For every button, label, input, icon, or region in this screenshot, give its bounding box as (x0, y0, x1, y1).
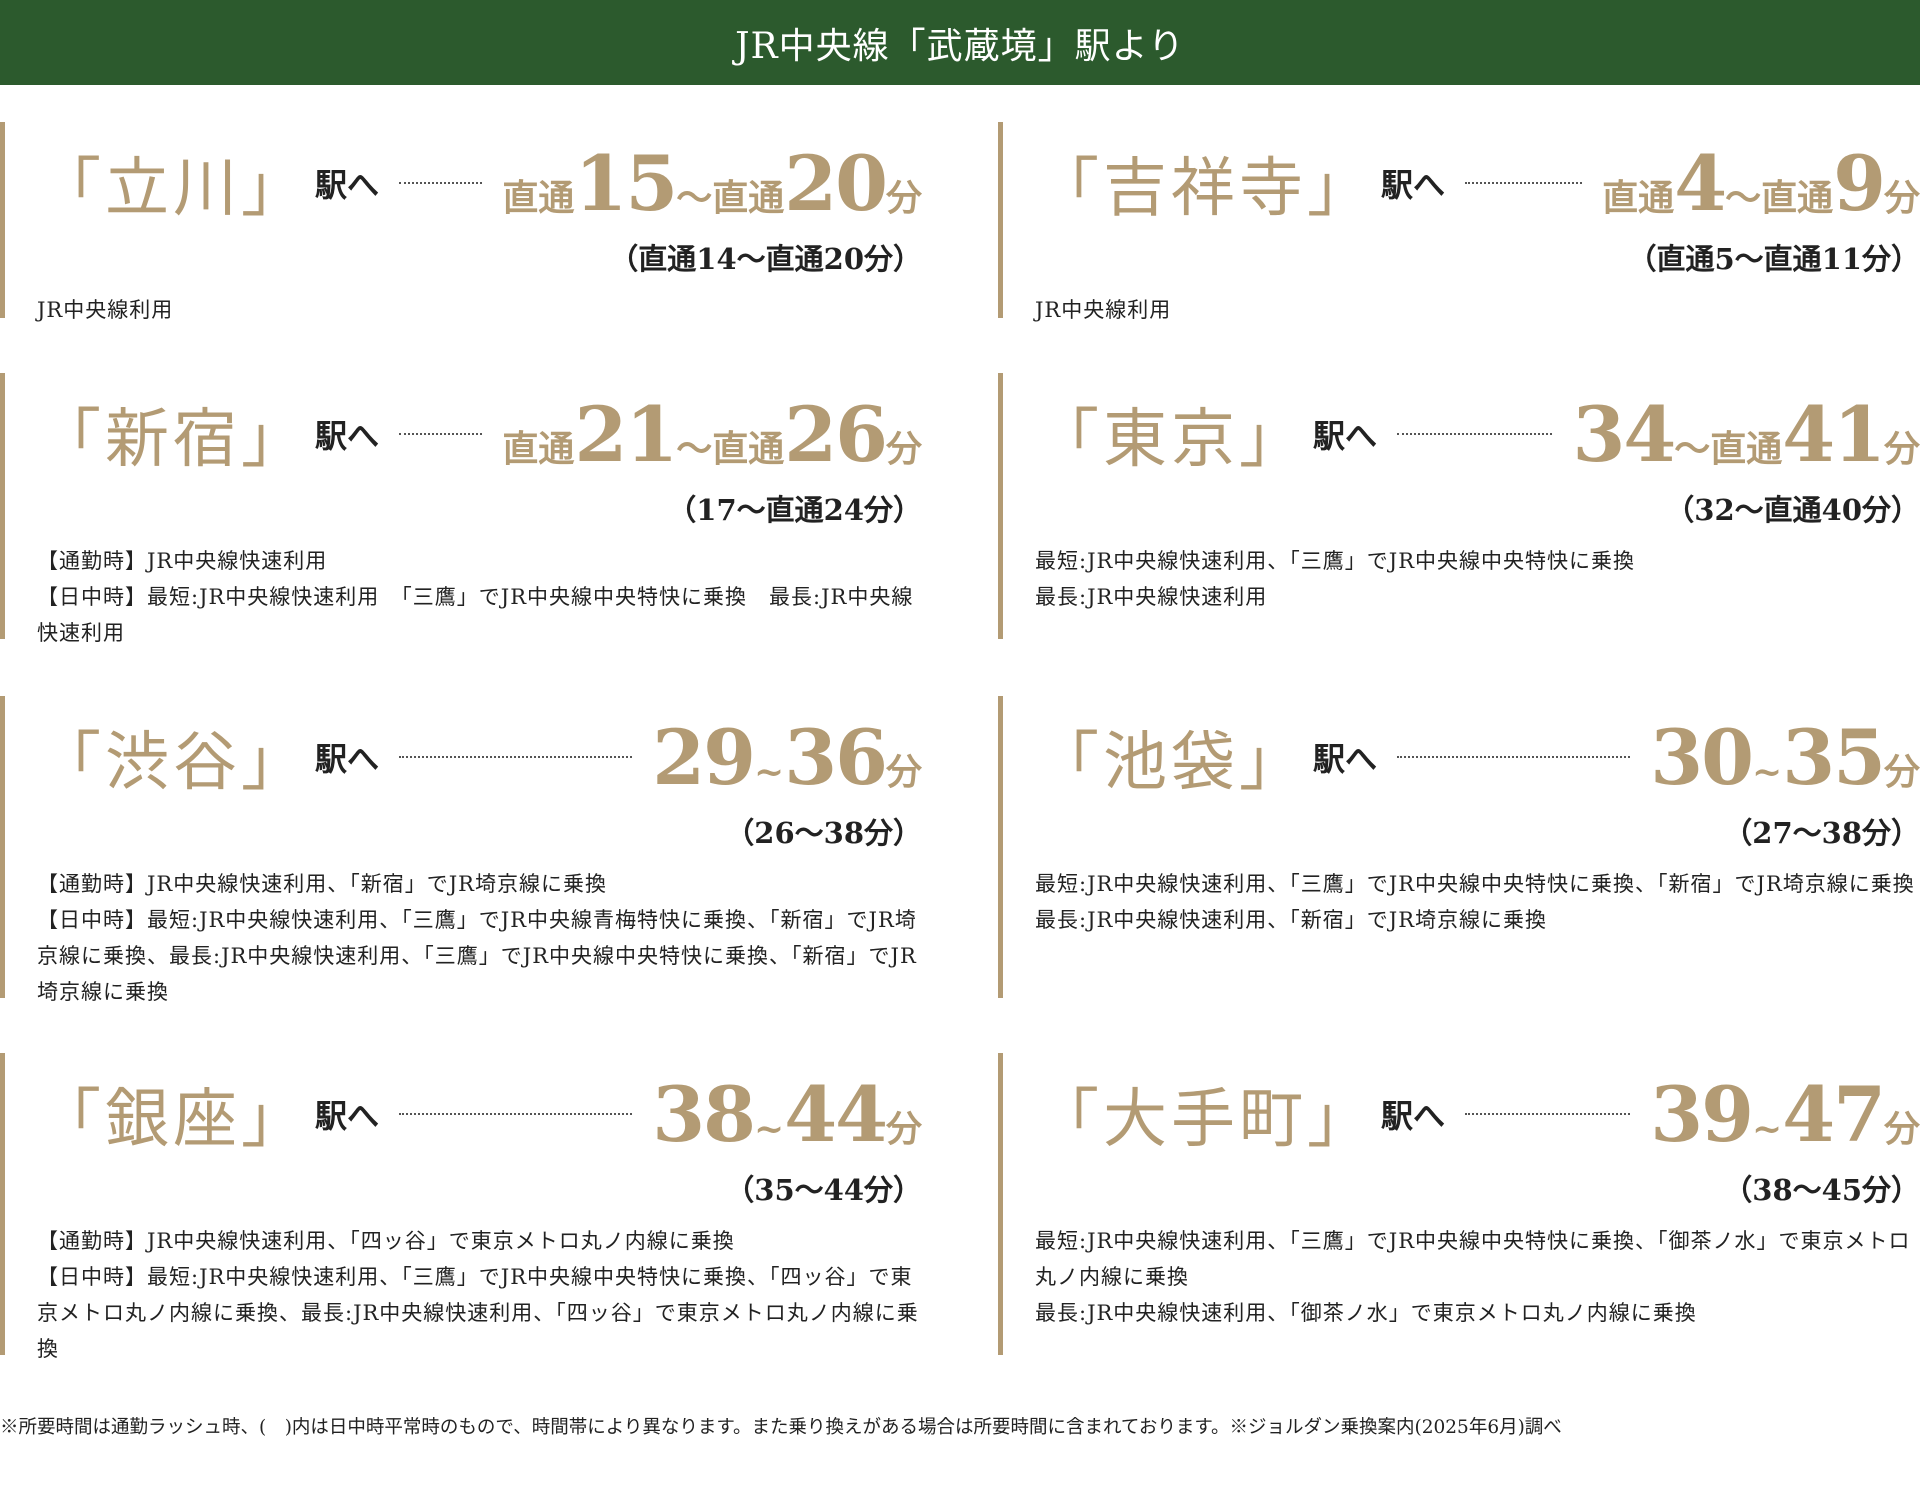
station-header: 「渋谷」 駅へ 29~36分 (37, 696, 922, 806)
station-name: 「池袋」 (1035, 726, 1307, 800)
daytime-time: （38～45分） (1723, 1173, 1920, 1207)
travel-time: 30~35分 (1650, 712, 1920, 802)
travel-time: 38~44分 (652, 1069, 922, 1159)
station-suffix: 駅へ (315, 417, 380, 455)
station-suffix: 駅へ (315, 1097, 380, 1135)
station-block: 「池袋」 駅へ 30~35分 （27～38分） 最短:JR中央線快速利用、「三鷹」でJR… (998, 696, 1920, 998)
travel-time: 34～直通41分 (1572, 389, 1920, 479)
header: JR中央線「武蔵境」駅より (0, 0, 1920, 85)
route-notes: JR中央線利用 (1035, 292, 1920, 328)
dotted-leader (399, 433, 483, 435)
station-name: 「立川」 (37, 152, 309, 226)
route-notes: 【通勤時】JR中央線快速利用、「四ッ谷」で東京メトロ丸ノ内線に乗換【日中時】最短… (37, 1223, 922, 1367)
dotted-leader (1465, 1113, 1631, 1115)
route-notes: 最短:JR中央線快速利用、「三鷹」でJR中央線中央特快に乗換、「新宿」でJR埼京… (1035, 866, 1920, 938)
daytime-time: （直通5～直通11分） (1627, 242, 1920, 276)
route-note: 最長:JR中央線快速利用、「御茶ノ水」で東京メトロ丸ノ内線に乗換 (1035, 1301, 1697, 1325)
station-header: 「東京」 駅へ 34～直通41分 (1035, 373, 1920, 483)
station-header: 「大手町」 駅へ 39~47分 (1035, 1053, 1920, 1163)
station-block: 「銀座」 駅へ 38~44分 （35～44分） 【通勤時】JR中央線快速利用、「四ッ谷」… (0, 1053, 922, 1361)
daytime-time: （32～直通40分） (1665, 493, 1920, 527)
route-note: 【日中時】最短:JR中央線快速利用、「三鷹」でJR中央線中央特快に乗換、「四ッ谷… (37, 1265, 919, 1361)
dotted-leader (1397, 756, 1631, 758)
station-name: 「東京」 (1035, 403, 1307, 477)
daytime-time: （直通14～直通20分） (609, 242, 922, 276)
station-block: 「大手町」 駅へ 39~47分 （38～45分） 最短:JR中央線快速利用、「三鷹」でJ… (998, 1053, 1920, 1355)
route-note: 最短:JR中央線快速利用、「三鷹」でJR中央線中央特快に乗換 (1035, 549, 1636, 573)
route-note: 最短:JR中央線快速利用、「三鷹」でJR中央線中央特快に乗換、「新宿」でJR埼京… (1035, 872, 1915, 896)
route-note: 最長:JR中央線快速利用 (1035, 585, 1268, 609)
route-note: 最長:JR中央線快速利用、「新宿」でJR埼京線に乗換 (1035, 908, 1548, 932)
travel-time: 39~47分 (1650, 1069, 1920, 1159)
route-note: JR中央線利用 (1035, 298, 1172, 322)
station-suffix: 駅へ (315, 166, 380, 204)
station-suffix: 駅へ (1381, 1097, 1446, 1135)
route-note: 【通勤時】JR中央線快速利用、「新宿」でJR埼京線に乗換 (37, 872, 607, 896)
station-block: 「渋谷」 駅へ 29~36分 （26～38分） 【通勤時】JR中央線快速利用、「新宿」で… (0, 696, 922, 1004)
route-notes: 最短:JR中央線快速利用、「三鷹」でJR中央線中央特快に乗換 最長:JR中央線快速… (1035, 543, 1920, 615)
travel-time: 29~36分 (652, 712, 922, 802)
route-notes: JR中央線利用 (37, 292, 922, 328)
station-header: 「池袋」 駅へ 30~35分 (1035, 696, 1920, 806)
station-header: 「新宿」 駅へ 直通21～直通26分 (37, 373, 922, 483)
station-block: 「吉祥寺」 駅へ 直通4～直通9分 （直通5～直通11分） JR中央線利用 (998, 122, 1920, 322)
travel-time: 直通4～直通9分 (1602, 138, 1920, 228)
route-note: 最短:JR中央線快速利用、「三鷹」でJR中央線中央特快に乗換、「御茶ノ水」で東京… (1035, 1229, 1911, 1289)
station-name: 「大手町」 (1035, 1083, 1375, 1157)
station-suffix: 駅へ (1381, 166, 1446, 204)
station-block: 「立川」 駅へ 直通15～直通20分 （直通14～直通20分） JR中央線利用 (0, 122, 922, 322)
station-name: 「新宿」 (37, 403, 309, 477)
dotted-leader (1397, 433, 1553, 435)
daytime-time: （17～直通24分） (667, 493, 922, 527)
daytime-time: （27～38分） (1723, 816, 1920, 850)
dotted-leader (399, 756, 633, 758)
header-title: JR中央線「武蔵境」駅より (735, 25, 1185, 67)
station-block: 「東京」 駅へ 34～直通41分 （32～直通40分） 最短:JR中央線快速利用、「三鷹… (998, 373, 1920, 639)
station-name: 「吉祥寺」 (1035, 152, 1375, 226)
dotted-leader (399, 182, 483, 184)
route-note: 【通勤時】JR中央線快速利用、「四ッ谷」で東京メトロ丸ノ内線に乗換 (37, 1229, 735, 1253)
route-notes: 【通勤時】JR中央線快速利用【日中時】最短:JR中央線快速利用 「三鷹」でJR中… (37, 543, 922, 651)
station-header: 「立川」 駅へ 直通15～直通20分 (37, 122, 922, 232)
station-suffix: 駅へ (315, 740, 380, 778)
station-suffix: 駅へ (1313, 417, 1378, 455)
dotted-leader (1465, 182, 1583, 184)
route-note: 【日中時】最短:JR中央線快速利用、「三鷹」でJR中央線青梅特快に乗換、「新宿」… (37, 908, 917, 1004)
travel-time: 直通21～直通26分 (502, 389, 922, 479)
station-name: 「銀座」 (37, 1083, 309, 1157)
station-name: 「渋谷」 (37, 726, 309, 800)
travel-time: 直通15～直通20分 (502, 138, 922, 228)
route-note: 【通勤時】JR中央線快速利用 (37, 549, 328, 573)
station-header: 「吉祥寺」 駅へ 直通4～直通9分 (1035, 122, 1920, 232)
daytime-time: （35～44分） (725, 1173, 922, 1207)
footer-note: ※所要時間は通勤ラッシュ時、( )内は日中時平常時のもので、時間帯により異なりま… (0, 1417, 1562, 1438)
route-notes: 【通勤時】JR中央線快速利用、「新宿」でJR埼京線に乗換【日中時】最短:JR中央… (37, 866, 922, 1010)
dotted-leader (399, 1113, 633, 1115)
station-block: 「新宿」 駅へ 直通21～直通26分 （17～直通24分） 【通勤時】JR中央線快速利用… (0, 373, 922, 645)
station-header: 「銀座」 駅へ 38~44分 (37, 1053, 922, 1163)
station-suffix: 駅へ (1313, 740, 1378, 778)
route-note: JR中央線利用 (37, 298, 174, 322)
route-notes: 最短:JR中央線快速利用、「三鷹」でJR中央線中央特快に乗換、「御茶ノ水」で東京… (1035, 1223, 1920, 1331)
route-note: 【日中時】最短:JR中央線快速利用 「三鷹」でJR中央線中央特快に乗換 最長:J… (37, 585, 914, 645)
daytime-time: （26～38分） (725, 816, 922, 850)
